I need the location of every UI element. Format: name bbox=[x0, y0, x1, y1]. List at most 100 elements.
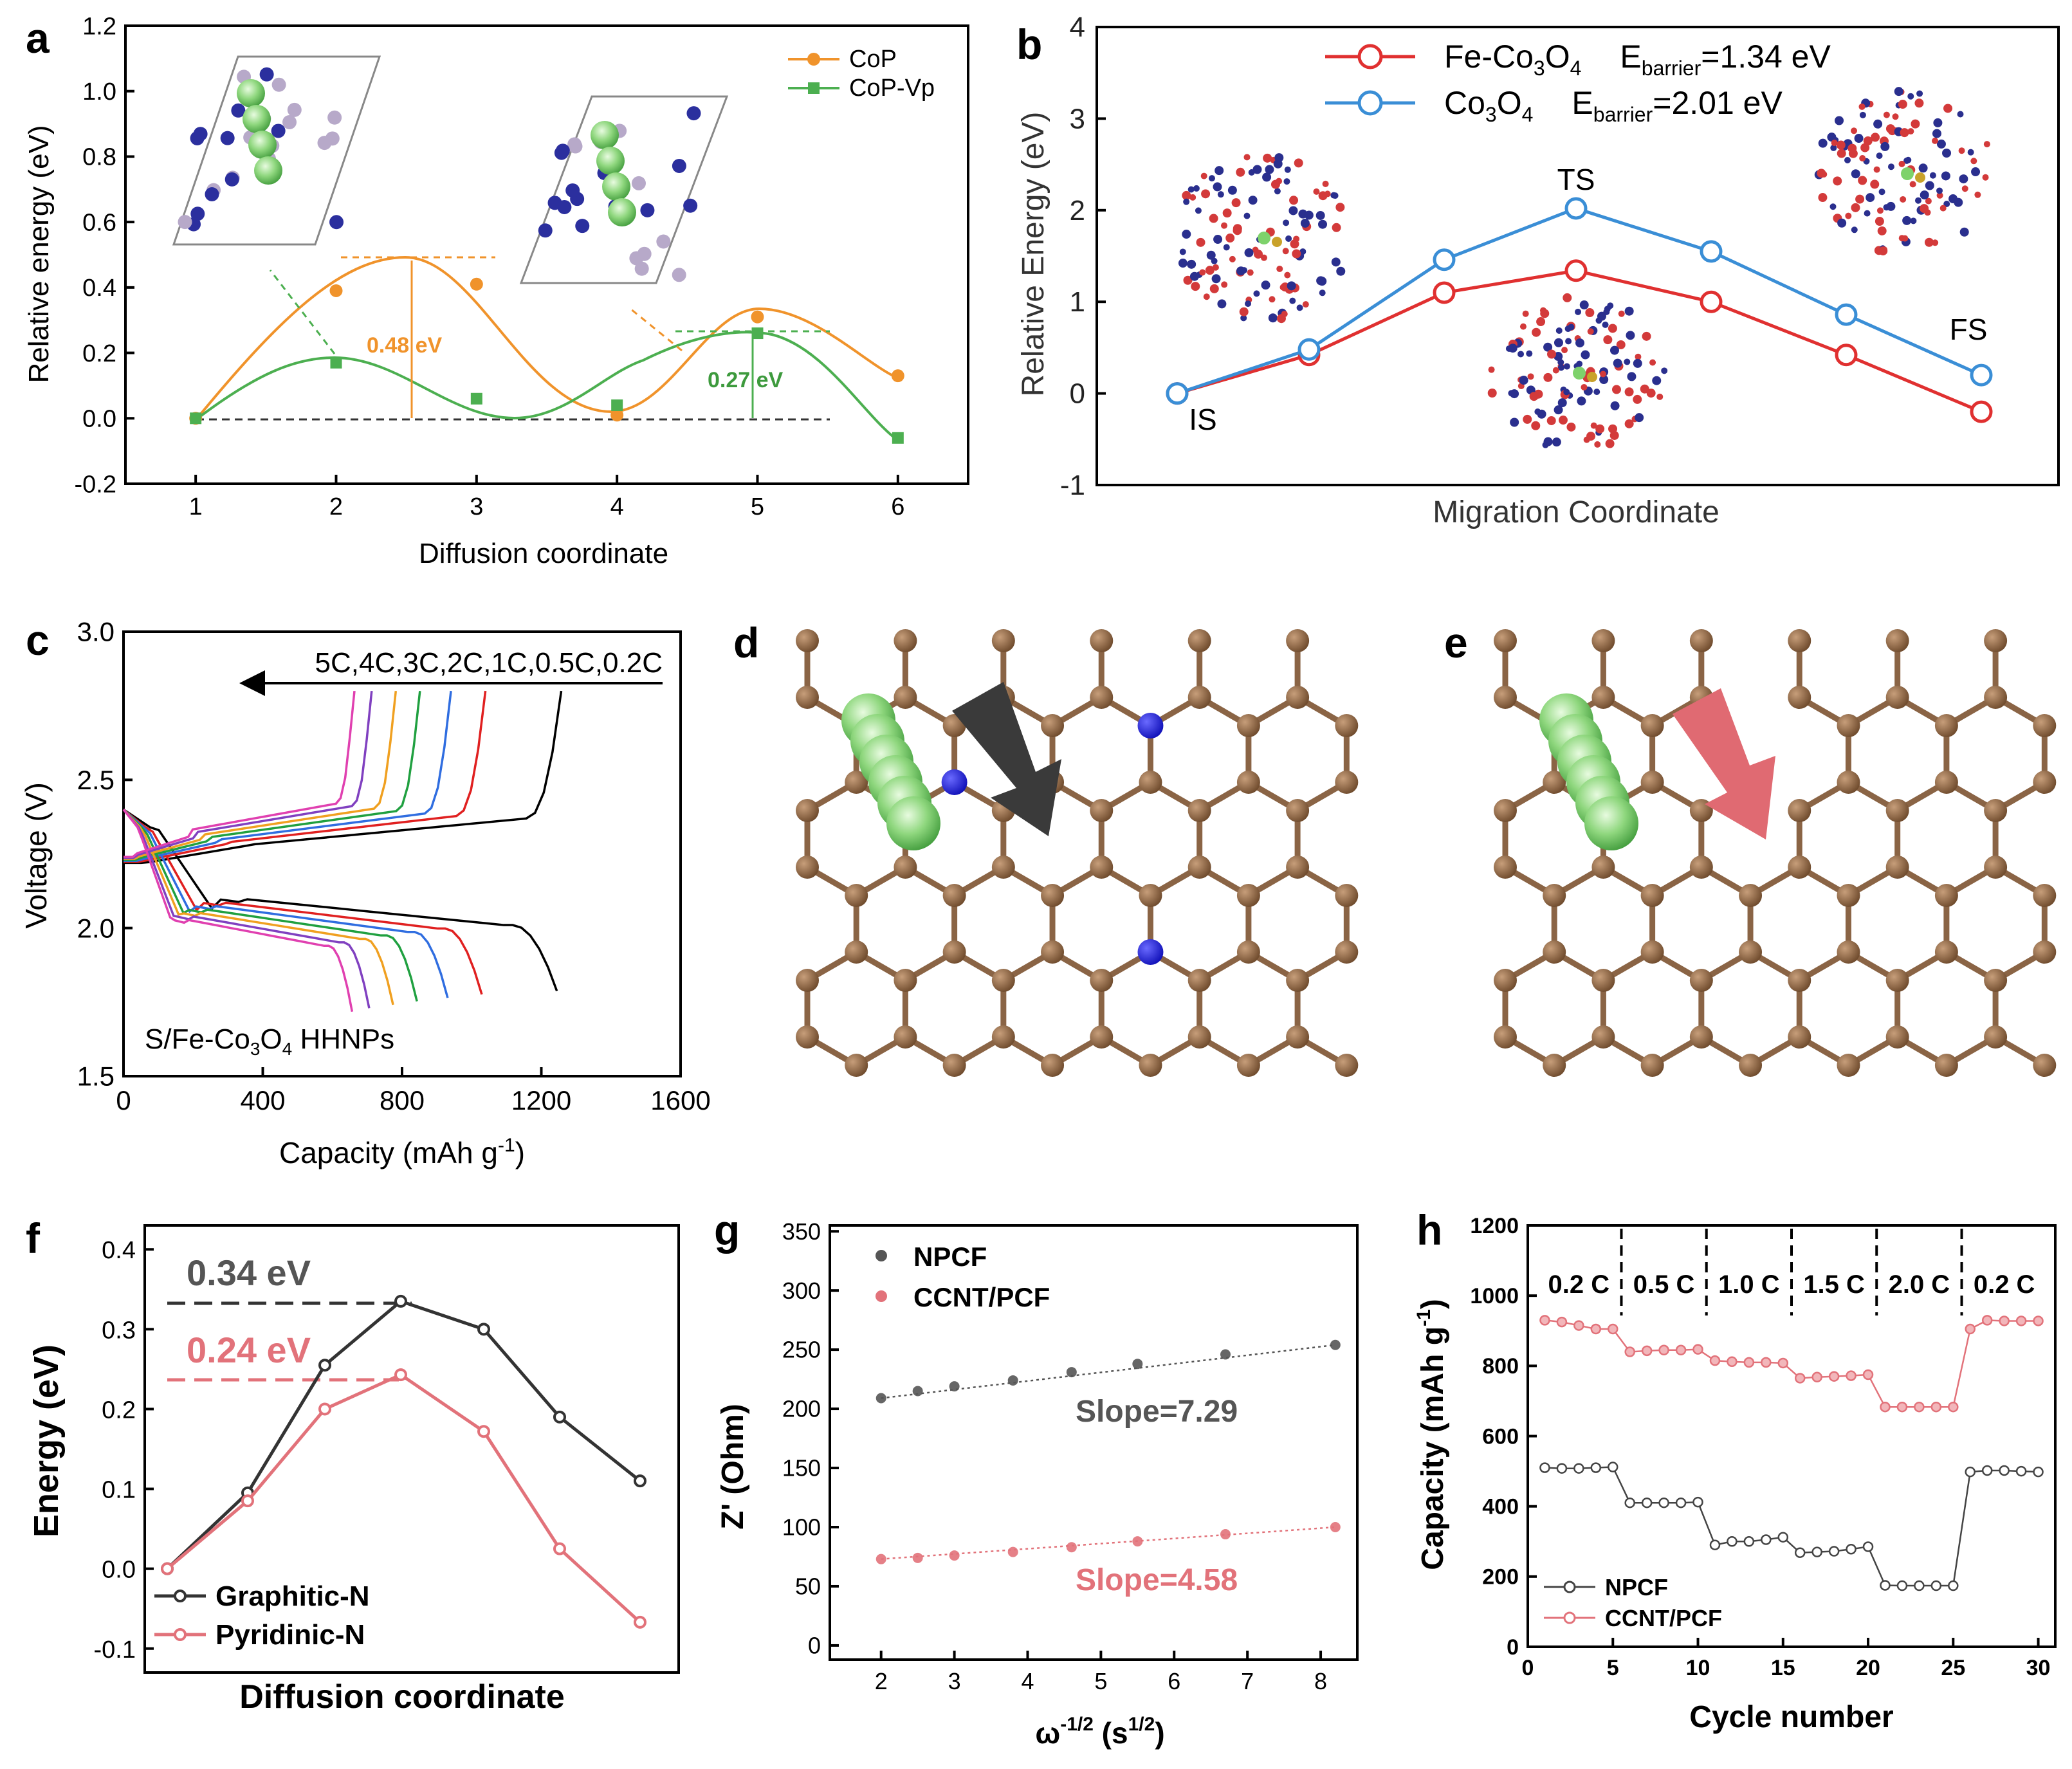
b-structure-atom bbox=[1873, 166, 1880, 173]
b-structure-atom bbox=[1974, 191, 1981, 198]
b-structure-atom bbox=[1187, 259, 1196, 269]
inset-li-ion bbox=[608, 198, 636, 226]
carbon-atom bbox=[1090, 799, 1114, 822]
carbon-atom bbox=[1984, 799, 2008, 822]
b-structure-atom bbox=[1818, 193, 1828, 203]
f-pyridinic-barrier-label: 0.24 eV bbox=[187, 1330, 311, 1370]
b-structure-atom bbox=[1855, 194, 1865, 204]
a-copvp-point bbox=[892, 432, 904, 444]
b-legend-co3o4: Co3O4 Ebarrier=2.01 eV bbox=[1444, 85, 1783, 126]
b-structure-atom bbox=[1203, 293, 1210, 300]
b-structure-atom bbox=[1959, 174, 1968, 184]
b-structure-atom bbox=[1837, 218, 1847, 228]
b-structure-atom bbox=[1248, 196, 1258, 205]
b-structure-atom bbox=[1211, 257, 1218, 264]
carbon-atom bbox=[1543, 1054, 1566, 1077]
b-structure-atom bbox=[1871, 133, 1880, 142]
b-structure-atom bbox=[1939, 205, 1947, 212]
carbon-atom bbox=[1187, 629, 1211, 652]
b-structure-atom bbox=[1581, 383, 1588, 390]
b-structure-atom bbox=[1933, 118, 1943, 127]
carbon-atom bbox=[1837, 1054, 1860, 1077]
b-structure-atom bbox=[1322, 180, 1329, 187]
b-structure-atom bbox=[1898, 100, 1907, 109]
a-copvp-point bbox=[470, 392, 482, 405]
b-structure-atom bbox=[1932, 137, 1939, 144]
b-structure-atom bbox=[1577, 396, 1586, 406]
b-structure-atom bbox=[1929, 172, 1936, 179]
b-structure-atom bbox=[1201, 189, 1211, 199]
b-structure-atom bbox=[1510, 389, 1519, 399]
b-co3o4-point bbox=[1700, 240, 1723, 263]
carbon-atom bbox=[1837, 884, 1860, 907]
x-tick-label: 25 bbox=[1941, 1656, 1965, 1680]
b-structure-atom bbox=[1196, 237, 1206, 247]
b-structure-atom bbox=[1835, 116, 1844, 125]
b-structure-atom bbox=[1252, 165, 1262, 174]
b-structure-atom bbox=[1217, 299, 1227, 309]
b-fe-co3o4-point bbox=[1970, 400, 1993, 423]
b-structure-atom bbox=[1599, 375, 1609, 385]
a-copvp-point bbox=[330, 356, 342, 369]
b-structure-atom bbox=[1240, 315, 1247, 322]
x-tick-label: 5 bbox=[1607, 1656, 1619, 1680]
carbon-atom bbox=[1591, 1025, 1615, 1049]
g-npcf-point bbox=[876, 1393, 886, 1404]
b-legend: Fe-Co3O4 Ebarrier=1.34 eV Co3O4 Ebarrier=2… bbox=[1325, 39, 1831, 126]
b-structure-atom bbox=[1847, 143, 1857, 153]
b-structure-atom bbox=[1903, 157, 1911, 164]
inset-atom bbox=[271, 77, 286, 92]
carbon-atom bbox=[796, 1025, 819, 1049]
b-structure-atom bbox=[1245, 300, 1252, 307]
x-tick-label: 400 bbox=[240, 1085, 285, 1115]
b-structure-atom bbox=[1605, 439, 1615, 448]
x-tick-label: 6 bbox=[891, 493, 904, 520]
carbon-atom bbox=[1689, 629, 1713, 652]
inset-li-ion bbox=[237, 79, 265, 107]
carbon-atom bbox=[796, 969, 819, 992]
b-structure-atom bbox=[1292, 249, 1301, 259]
carbon-atom bbox=[1788, 799, 1811, 822]
carbon-atom bbox=[1689, 969, 1713, 992]
g-npcf-fit bbox=[881, 1344, 1335, 1399]
carbon-atom bbox=[1885, 969, 1909, 992]
b-structure-atom bbox=[1239, 307, 1249, 316]
inset-atom bbox=[555, 143, 570, 158]
f-pyridinic-point bbox=[241, 1494, 254, 1508]
b-structure-atom bbox=[1858, 103, 1866, 110]
x-tick-label: 4 bbox=[1021, 1668, 1034, 1694]
x-tick-label: 15 bbox=[1771, 1656, 1795, 1680]
y-tick-label: 300 bbox=[782, 1278, 821, 1304]
b-structure-atom bbox=[1982, 174, 1989, 181]
b-structure-atom bbox=[1539, 307, 1546, 314]
b-structure-atom bbox=[1909, 181, 1916, 188]
b-structure-atom bbox=[1563, 293, 1572, 302]
b-structure-atom bbox=[1274, 153, 1284, 163]
a-cop-point bbox=[329, 284, 343, 297]
b-structure-atom bbox=[1552, 437, 1561, 447]
b-structure-atom bbox=[1971, 167, 1981, 177]
inset-atom bbox=[205, 187, 219, 201]
h-npcf-point bbox=[1743, 1536, 1755, 1547]
panel-label-a: a bbox=[26, 14, 50, 62]
b-structure-atom bbox=[1288, 206, 1298, 215]
h-npcf-point bbox=[1709, 1539, 1721, 1550]
b-structure-atom bbox=[1213, 235, 1223, 244]
inset-atom bbox=[683, 198, 698, 213]
b-structure-atom bbox=[1300, 218, 1310, 228]
f-x-axis-label: Diffusion coordinate bbox=[239, 1678, 565, 1716]
h-ccnt-point bbox=[1862, 1369, 1874, 1380]
panel-label-d: d bbox=[733, 619, 759, 666]
b-structure-atom bbox=[1624, 358, 1631, 365]
b-legend-fe-co3o4: Fe-Co3O4 Ebarrier=1.34 eV bbox=[1444, 39, 1831, 80]
x-tick-label: 6 bbox=[1168, 1668, 1180, 1694]
b-structure-atom bbox=[1304, 210, 1314, 220]
b-structure-atom bbox=[1609, 345, 1619, 355]
y-tick-label: 250 bbox=[782, 1337, 821, 1363]
b-structure-atom bbox=[1870, 179, 1880, 189]
b-structure-atom bbox=[1892, 113, 1899, 120]
b-structure-atom bbox=[1284, 271, 1291, 279]
panel-h: h 0 5 10 15 20 25 30 0 200 400 600 800 1000 1200 0.2 … bbox=[1413, 1206, 2057, 1734]
x-tick-label: 7 bbox=[1241, 1668, 1254, 1694]
h-ccnt-point bbox=[1624, 1346, 1635, 1357]
